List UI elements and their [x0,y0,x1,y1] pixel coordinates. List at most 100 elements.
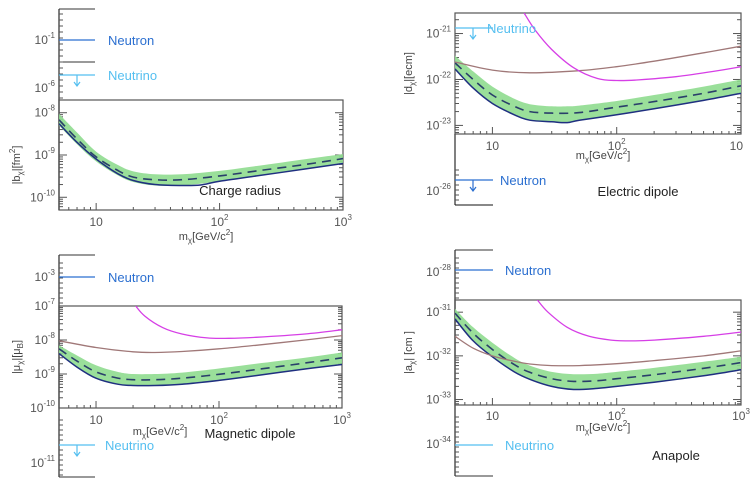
x-tick-label: 102 [608,407,626,423]
label-part: ] [627,150,630,162]
tick-exponent: -23 [439,116,451,125]
neutron-label: Neutron [108,270,154,285]
label-part: |[μ [11,348,23,360]
inset-y-tick-label: 10-1 [35,31,56,47]
expected-limit-line [455,62,741,115]
label-part: ] [230,231,233,243]
tick-base: 10 [30,190,44,204]
expected-limit-line [59,348,342,381]
y-axis-label: |aχ| [cm ] [403,331,417,374]
tick-exponent: -22 [439,70,451,79]
neutrino-label: Neutrino [487,21,536,36]
label-part: ] [184,426,187,438]
tick-exponent: -31 [439,303,451,312]
y-axis-label: |dχ|[ecm] [403,52,417,95]
label-subscript: χ [585,155,590,164]
tick-exponent: -10 [43,188,55,197]
expected-limit-line [455,312,741,383]
label-superscript: 2 [623,419,628,428]
label-part: |[fm [11,153,23,171]
y-tick-label: 10-10 [30,188,55,204]
y-tick-label: 10-21 [426,25,451,41]
y-tick-label: 10-31 [426,303,451,319]
y-tick-label: 10-9 [35,365,56,381]
tick-exponent: -21 [439,25,451,34]
label-subscript: χ [408,360,417,365]
arrow-head-icon [73,451,81,457]
neutron-label: Neutron [505,263,551,278]
neutrino-label: Neutrino [505,438,554,453]
tick-base: 10 [730,139,744,153]
x-tick-label: 10 [486,409,500,423]
arrow-head-icon [469,186,477,192]
y-tick-label: 10-10 [30,399,55,415]
label-part: ] [627,422,630,434]
label-part: m [576,150,585,162]
series-group [59,306,342,387]
series-group [455,13,741,124]
tick-base: 10 [35,106,49,120]
tick-exponent: -6 [48,79,56,88]
neutrino-label: Neutrino [108,68,157,83]
x-axis-label: mχ[GeV/c2] [133,423,188,440]
sensitivity-band [59,113,343,186]
label-part: ] [11,340,23,343]
label-part: |b [11,175,23,184]
sensitivity-band [59,345,342,386]
arrow-head-icon [469,34,477,40]
tick-exponent: -10 [43,399,55,408]
tick-base: 10 [30,401,44,415]
label-part: |[ecm [403,55,415,82]
label-subscript: χ [142,431,147,440]
sensitivity-band [455,55,741,123]
label-superscript: 2 [226,228,231,237]
x-tick-label: 103 [732,407,750,423]
y-tick-label: 10-9 [35,146,56,162]
y-tick-label: 10-8 [35,331,56,347]
neutrino-label: Neutrino [105,438,154,453]
x-tick-label: 102 [210,411,228,427]
brown-curve [59,334,342,354]
brown-curve [455,335,741,367]
tick-base: 10 [89,413,103,427]
y-axis-label: |μχ|[μB] [11,340,25,374]
tick-exponent: 3 [346,411,351,420]
label-part: [GeV/c [589,150,623,162]
label-subscript: χ [408,81,417,86]
tick-base: 10 [35,148,49,162]
panel-title: Anapole [652,448,700,463]
tick-exponent: -28 [439,263,451,272]
tick-base: 10 [35,33,49,47]
observed-limit-line [59,352,342,387]
tick-exponent: -26 [439,182,451,191]
x-axis-label: mχ[GeV/c2] [576,147,631,164]
tick-base: 10 [608,409,622,423]
tick-base: 10 [426,305,440,319]
x-tick-label: 10 [486,139,500,153]
plot-frame [454,12,742,135]
tick-exponent: 2 [224,213,229,222]
label-part: m [179,231,188,243]
label-part: m [576,422,585,434]
tick-base: 10 [211,215,225,229]
plot-frame [454,299,742,406]
tick-exponent: -32 [439,347,451,356]
observed-limit-line [455,68,741,124]
label-part: ] [11,146,23,149]
series-group [455,300,741,391]
sensitivity-band [455,308,741,390]
y-tick-label: 10-33 [426,391,451,407]
label-part: [GeV/c [589,422,623,434]
plot-frame [58,305,343,409]
panel-title: Electric dipole [598,184,679,199]
tick-base: 10 [486,139,500,153]
tick-base: 10 [35,299,49,313]
tick-exponent: -33 [439,391,451,400]
tick-exponent: -34 [439,435,451,444]
x-axis-label: mχ[GeV/c2] [179,228,234,245]
inset-y-tick-label: 10-26 [426,182,451,198]
x-tick-label: 103 [334,213,352,229]
tick-exponent: -1 [48,31,56,40]
